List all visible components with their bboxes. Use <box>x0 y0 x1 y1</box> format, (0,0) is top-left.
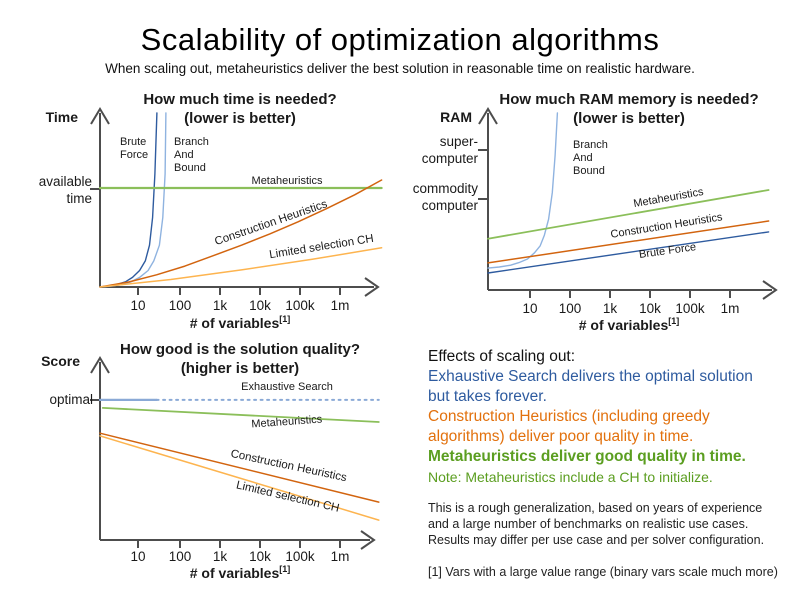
time-title-line: How much time is needed? <box>143 91 336 108</box>
ram-series-metaheuristics <box>487 189 770 240</box>
page-title: Scalability of optimization algorithms <box>140 22 660 57</box>
curve-label-construction-heuristics: Construction Heuristics <box>213 198 329 248</box>
ram-series-brute-force <box>487 231 770 274</box>
disclaimer-line: Results may differ per use case and per … <box>428 533 765 547</box>
curve-label-exhaustive-search: Exhaustive Search <box>241 381 333 393</box>
curve-label-brute-force: Brute Force <box>638 241 697 261</box>
score-x-axis-name: # of variables[1] <box>190 564 291 581</box>
y-tick-label: computer <box>422 198 479 213</box>
effects-statement-line: Exhaustive Search delivers the optimal s… <box>428 368 753 385</box>
x-tick-label: 1m <box>331 298 350 313</box>
curve-label-metaheuristics: Metaheuristics <box>251 414 323 431</box>
y-tick-label: computer <box>422 151 479 166</box>
x-tick-label: 10k <box>639 301 661 316</box>
x-tick-label: 10 <box>130 549 145 564</box>
y-tick-label: optimal <box>49 392 93 407</box>
x-tick-label: 1m <box>331 549 350 564</box>
effects-statement-line: Metaheuristics deliver good quality in t… <box>428 448 746 465</box>
disclaimer-line: and a large number of benchmarks on real… <box>428 517 749 531</box>
ram-series-construction-heuristics <box>487 220 770 264</box>
score-series-construction-heuristics <box>99 432 380 503</box>
curve-label-metaheuristics: Metaheuristics <box>252 175 323 187</box>
score-y-axis-name: Score <box>41 353 80 369</box>
effects-statements: Exhaustive Search delivers the optimal s… <box>428 367 800 487</box>
effects-panel: Effects of scaling out: Exhaustive Searc… <box>428 347 800 579</box>
score-series-metaheuristics <box>101 406 380 423</box>
disclaimer-text: This is a rough generalization, based on… <box>428 500 800 548</box>
effects-heading: Effects of scaling out: <box>428 348 576 365</box>
effects-statement-line: but takes forever. <box>428 388 547 405</box>
score-title-line: (higher is better) <box>181 360 299 377</box>
x-axis-arrow-icon <box>364 277 380 297</box>
score-chart: How good is the solution quality? (higher… <box>41 341 380 581</box>
y-tick-label: commodity <box>413 181 479 196</box>
y-tick-label: super- <box>440 134 478 149</box>
effects-statement-line: Note: Metaheuristics include a CH to ini… <box>428 469 713 485</box>
y-axis-arrow-icon <box>478 107 498 125</box>
x-tick-label: 100k <box>285 298 315 313</box>
x-tick-label: 10 <box>522 301 537 316</box>
x-tick-label: 100 <box>559 301 582 316</box>
ram-title-line: (lower is better) <box>573 110 685 127</box>
x-tick-label: 100 <box>169 549 192 564</box>
curve-label-limited-selection-ch: Limited selection CH <box>235 479 340 514</box>
ram-y-axis-name: RAM <box>440 109 472 125</box>
time-series-construction-heuristics <box>99 179 383 288</box>
ram-title-line: How much RAM memory is needed? <box>499 91 758 108</box>
curve-label-limited-selection-ch: Limited selection CH <box>269 233 375 261</box>
x-tick-label: 1k <box>213 549 228 564</box>
time-chart: How much time is needed? (lower is better… <box>39 91 383 331</box>
x-axis-arrow-icon <box>762 280 778 300</box>
y-axis-arrow-icon <box>90 356 110 374</box>
x-tick-label: 1m <box>721 301 740 316</box>
ram-x-axis-name: # of variables[1] <box>579 316 680 333</box>
score-title-line: How good is the solution quality? <box>120 341 360 358</box>
effects-statement-line: Construction Heuristics (including greed… <box>428 408 710 425</box>
time-title-line: (lower is better) <box>184 110 296 127</box>
ram-chart: How much RAM memory is needed? (lower is … <box>413 91 778 333</box>
ram-series-branch-and-bound <box>487 112 559 269</box>
curve-label-branch-and-bound: Branch And Bound <box>174 136 209 174</box>
curve-label-brute-force: Brute Force <box>120 136 148 161</box>
disclaimer-line: This is a rough generalization, based on… <box>428 501 763 515</box>
y-tick-label: available <box>39 174 92 189</box>
x-tick-label: 100k <box>285 549 315 564</box>
x-tick-label: 1k <box>213 298 228 313</box>
x-tick-label: 10k <box>249 549 271 564</box>
x-tick-label: 1k <box>603 301 618 316</box>
time-y-axis-name: Time <box>46 109 79 125</box>
x-tick-label: 10k <box>249 298 271 313</box>
x-axis-arrow-icon <box>360 530 376 550</box>
effects-statement-line: algorithms) deliver poor quality in time… <box>428 428 694 445</box>
x-tick-label: 10 <box>130 298 145 313</box>
time-series-limited-selection-ch <box>99 247 383 288</box>
y-axis-arrow-icon <box>90 107 110 125</box>
time-x-axis-name: # of variables[1] <box>190 314 291 331</box>
score-series-limited-selection-ch <box>99 435 380 521</box>
x-tick-label: 100 <box>169 298 192 313</box>
curve-label-construction-heuristics: Construction Heuristics <box>230 448 348 484</box>
footnote-text: [1] Vars with a large value range (binar… <box>428 565 778 579</box>
x-tick-label: 100k <box>675 301 705 316</box>
curve-label-branch-and-bound: Branch And Bound <box>573 139 608 177</box>
y-tick-label: time <box>66 191 92 206</box>
page-subtitle: When scaling out, metaheuristics deliver… <box>105 61 695 76</box>
